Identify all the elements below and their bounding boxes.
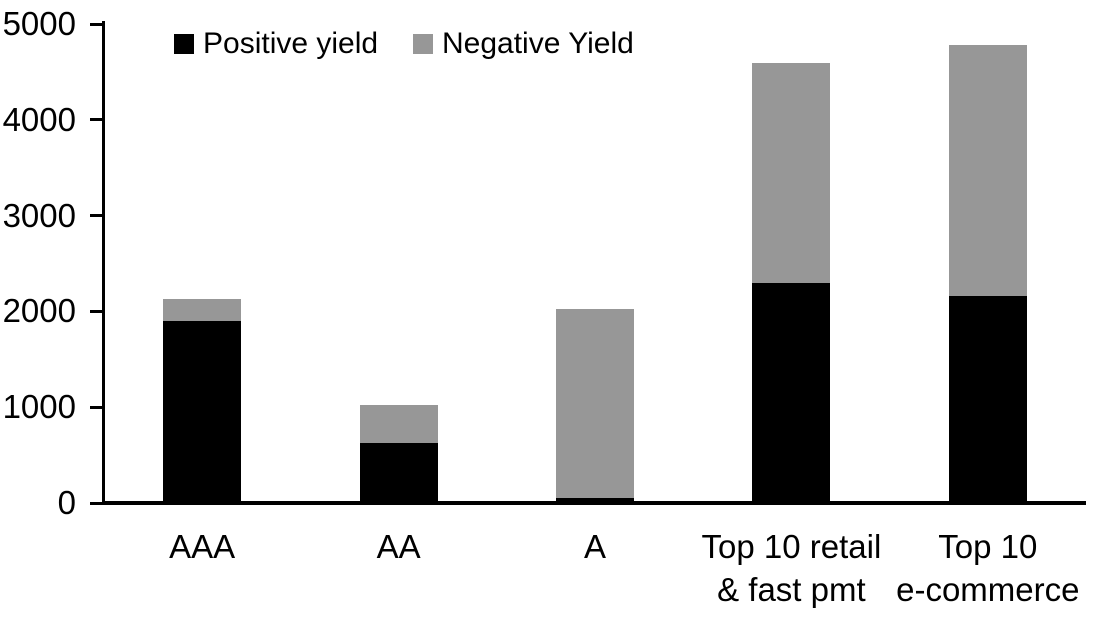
x-axis-line: [102, 501, 1086, 505]
bar-aaa-positive-yield: [163, 320, 242, 501]
y-axis-tick: [90, 118, 104, 122]
y-axis-tick-label: 2000: [2, 292, 76, 330]
y-axis-tick-label: 4000: [2, 100, 76, 138]
x-axis-category-label: Top 10 e-commerce: [878, 525, 1098, 611]
bar-a-negative-yield: [556, 308, 634, 499]
y-axis-tick-label: 3000: [2, 196, 76, 234]
y-axis-tick: [90, 405, 104, 409]
legend-label-negative-yield: Negative Yield: [442, 27, 634, 60]
bar-top-10-retail-fast-pmt-positive-yield: [752, 282, 831, 501]
y-axis-tick-label: 5000: [2, 5, 76, 42]
bar-a-positive-yield: [556, 498, 634, 501]
x-axis-category-label: AAA: [92, 525, 312, 568]
bar-aaa-negative-yield: [163, 298, 242, 321]
y-axis-tick: [90, 501, 104, 505]
bar-aa-negative-yield: [359, 405, 438, 443]
x-axis-category-label-line: A: [583, 528, 606, 565]
legend-swatch-negative-yield: [413, 34, 433, 54]
x-axis-category-label-line: Top 10 retail: [701, 528, 882, 565]
y-axis-tick: [90, 214, 104, 218]
legend-label-positive-yield: Positive yield: [203, 27, 379, 60]
y-axis-tick: [90, 309, 104, 313]
y-axis-tick-label: 0: [57, 484, 76, 521]
bar-top-10-e-commerce-negative-yield: [948, 45, 1027, 297]
x-axis-category-label: AA: [289, 525, 509, 568]
x-axis-category-label-line: AA: [376, 528, 421, 565]
x-axis-category-label: Top 10 retail & fast pmt: [681, 525, 901, 611]
y-axis-tick: [90, 22, 104, 26]
x-axis-category-label: A: [485, 525, 705, 568]
x-axis-category-label-line: Top 10: [938, 528, 1038, 565]
y-axis-tick-label: 1000: [2, 388, 76, 426]
x-axis-category-label-line: e-commerce: [896, 571, 1080, 608]
bar-top-10-retail-fast-pmt-negative-yield: [752, 63, 831, 283]
y-axis-line: [102, 21, 105, 505]
x-axis-category-label-line: AAA: [169, 528, 236, 565]
bar-top-10-e-commerce-positive-yield: [948, 296, 1027, 501]
legend-swatch-positive-yield: [174, 34, 194, 54]
x-axis-category-label-line: & fast pmt: [717, 571, 866, 608]
bar-aa-positive-yield: [359, 442, 438, 501]
